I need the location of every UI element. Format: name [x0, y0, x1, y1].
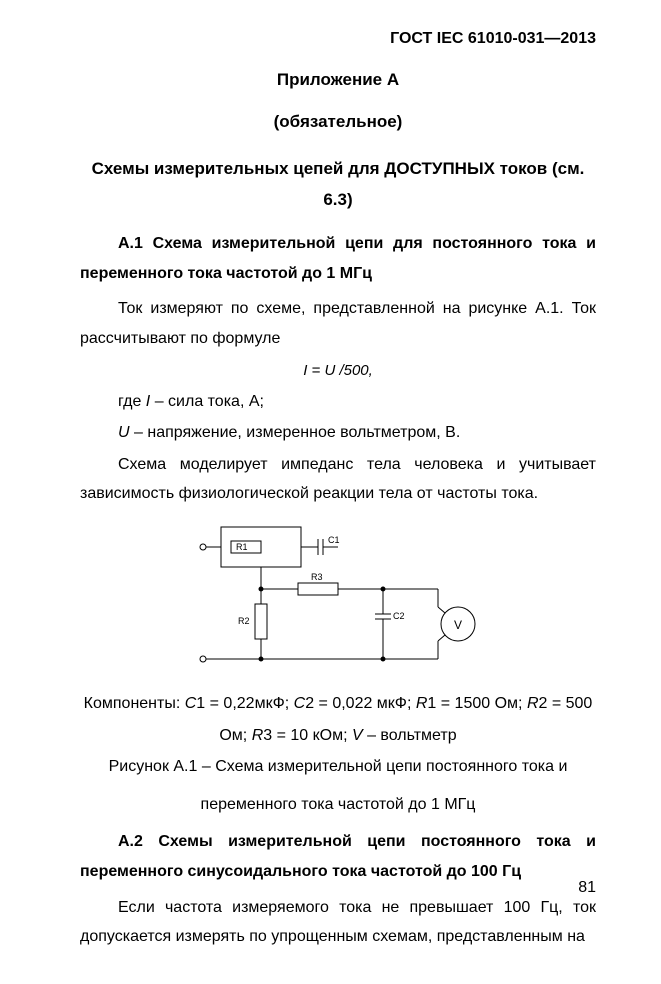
svg-text:V: V	[454, 618, 462, 632]
svg-text:R3: R3	[311, 572, 323, 582]
section-a1-p2: Схема моделирует импеданс тела человека …	[80, 450, 596, 509]
page-number: 81	[578, 879, 596, 897]
section-a1-line2: переменного тока частотой до 1 МГц	[80, 265, 372, 282]
svg-text:R2: R2	[238, 616, 250, 626]
section-a1-line1: А.1 Схема измерительной цепи для постоян…	[118, 229, 596, 259]
circuit-diagram: R1 C1 R3	[80, 519, 596, 679]
appendix-title: Приложение А	[80, 70, 596, 90]
svg-text:R1: R1	[236, 542, 248, 552]
components-line2: Ом; R3 = 10 кОм; V – вольтметр	[80, 721, 596, 751]
section-a1-p1: Ток измеряют по схеме, представленной на…	[80, 294, 596, 353]
document-id: ГОСТ IEC 61010-031—2013	[80, 30, 596, 48]
formula: I = U /500,	[80, 362, 596, 379]
figure-caption-line1: Рисунок А.1 – Схема измерительной цепи п…	[80, 752, 596, 782]
main-title: Схемы измерительных цепей для ДОСТУПНЫХ …	[80, 154, 596, 215]
section-a2-line2: переменного синусоидального тока частото…	[80, 863, 521, 880]
where-line2: U – напряжение, измеренное вольтметром, …	[80, 418, 596, 448]
section-a2-heading: А.2 Схемы измерительной цепи постоянного…	[80, 827, 596, 886]
where-line1: где I – сила тока, А;	[80, 387, 596, 417]
svg-text:C1: C1	[328, 535, 340, 545]
section-a1-heading: А.1 Схема измерительной цепи для постоян…	[80, 229, 596, 288]
section-a2-line1: А.2 Схемы измерительной цепи постоянного…	[118, 827, 596, 857]
components-line1: Компоненты: C1 = 0,22мкФ; C2 = 0,022 мкФ…	[80, 689, 596, 719]
section-a2-p1: Если частота измеряемого тока не превыша…	[80, 893, 596, 952]
appendix-type: (обязательное)	[80, 112, 596, 132]
figure-caption-line2: переменного тока частотой до 1 МГц	[80, 790, 596, 820]
svg-text:C2: C2	[393, 611, 405, 621]
